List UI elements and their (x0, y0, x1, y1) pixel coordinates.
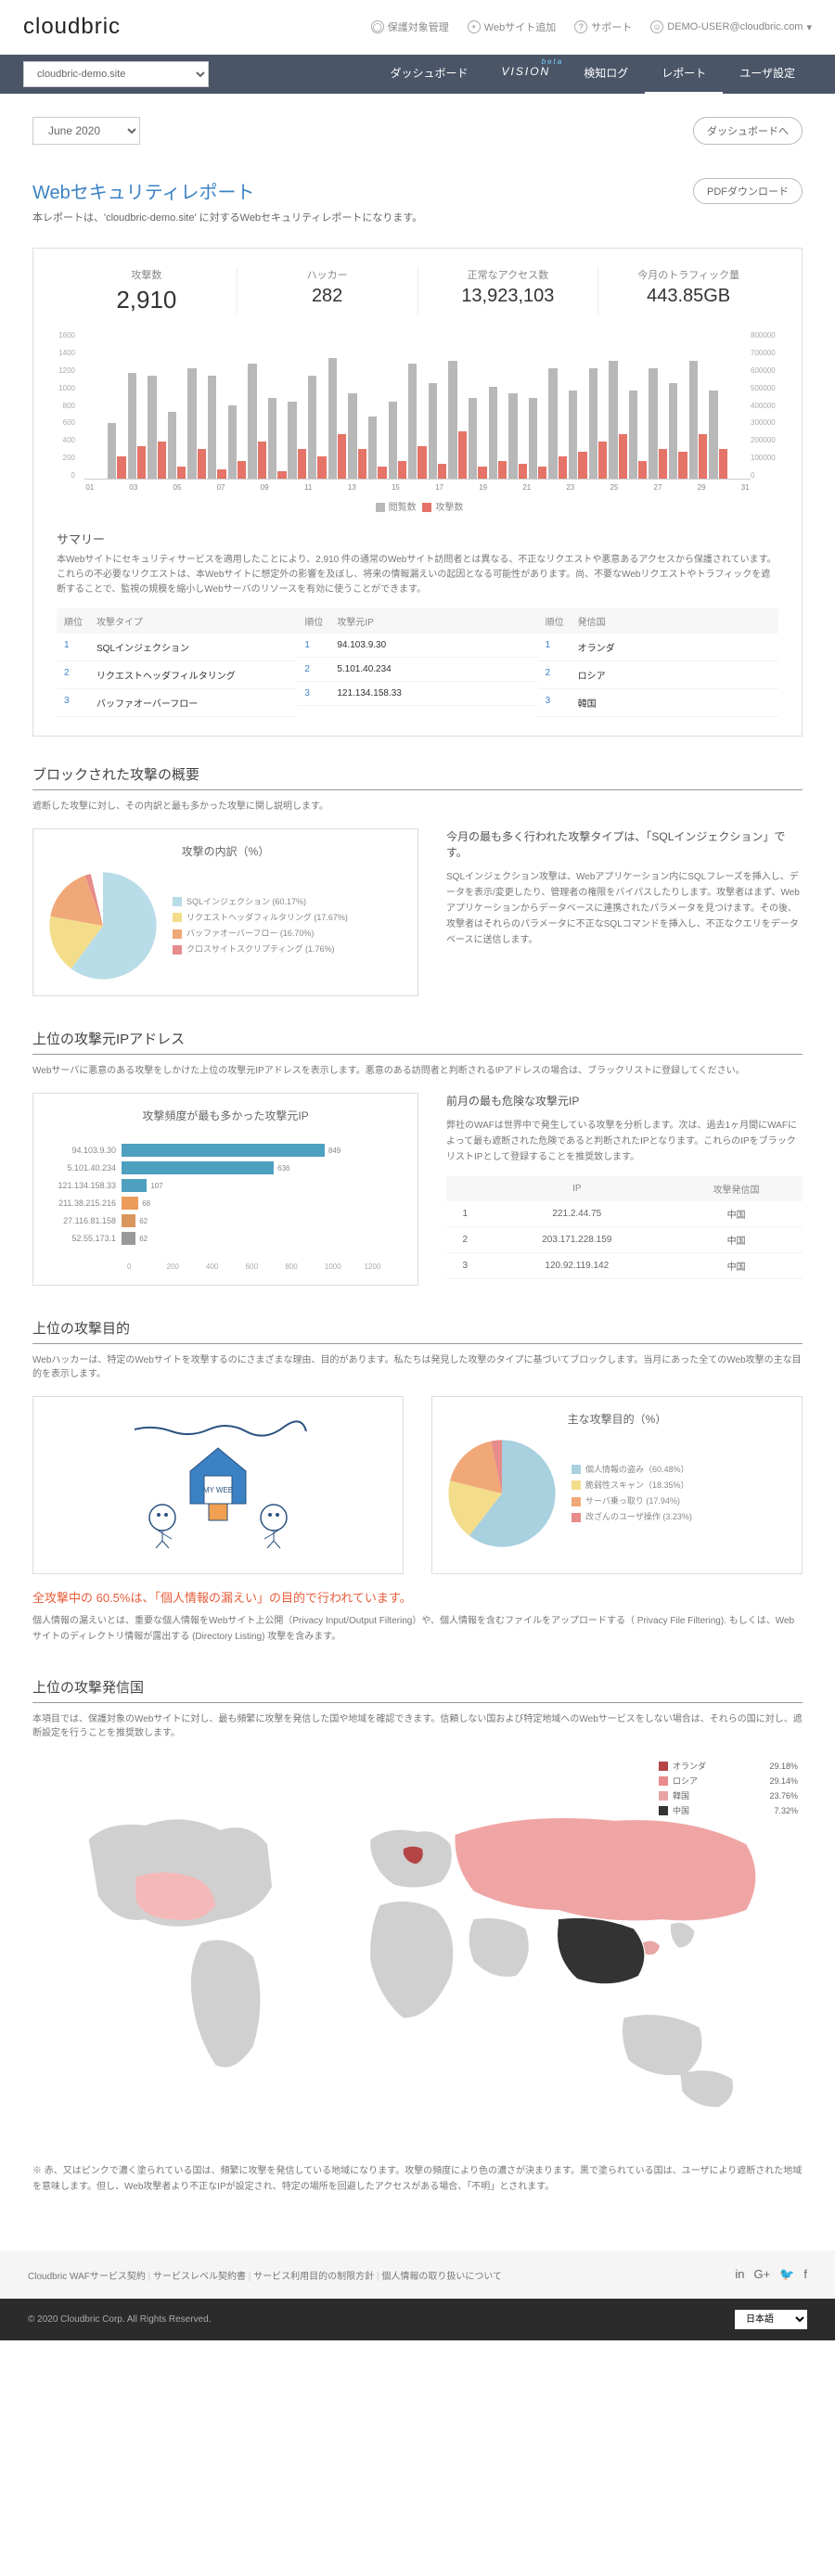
blocked-side-title: 今月の最も多く行われた攻撃タイプは、「SQLインジェクション」です。 (446, 828, 803, 860)
rank-tables: 順位攻撃タイプ1SQLインジェクション2リクエストヘッダフィルタリング3バッファ… (57, 609, 778, 717)
blocked-h2: ブロックされた攻撃の概要 (32, 764, 803, 790)
hbar-chart: 94.103.9.308495.101.40.234636121.134.158… (47, 1134, 404, 1259)
footer-link[interactable]: サービスレベル契約書 (153, 2272, 246, 2282)
footer-links: Cloudbric WAFサービス契約 | サービスレベル契約書 | サービス利… (0, 2250, 835, 2299)
language-select[interactable]: 日本語 (735, 2310, 807, 2329)
tab-userset[interactable]: ユーザ設定 (723, 54, 812, 95)
google-icon[interactable]: G+ (753, 2267, 770, 2282)
stat-attacks-label: 攻撃数 (57, 267, 237, 282)
svg-text:MY WEB: MY WEB (203, 1486, 233, 1494)
pdf-button[interactable]: PDFダウンロード (693, 178, 803, 204)
footer-link[interactable]: 個人情報の取り扱いについて (381, 2272, 502, 2282)
summary-text: 本Webサイトにセキュリティサービスを適用したことにより、2,910 件の通常の… (57, 553, 778, 597)
main-bar-chart (84, 331, 751, 480)
topip-side-text: 弊社のWAFは世界中で発生している攻撃を分析します。次は、過去1ヶ月間にWAFに… (446, 1118, 803, 1165)
tab-dashboard[interactable]: ダッシュボード (374, 54, 485, 95)
protect-link[interactable]: ◯保護対象管理 (371, 19, 449, 34)
stat-hackers-label: ハッカー (238, 267, 418, 282)
add-site-link[interactable]: +Webサイト追加 (468, 19, 556, 34)
chart-legend: 閲覧数 攻撃数 (57, 499, 778, 513)
topip-h2: 上位の攻撃元IPアドレス (32, 1029, 803, 1055)
tab-vision[interactable]: betaVISION (485, 54, 568, 95)
user-link[interactable]: ☺DEMO-USER@cloudbric.com ▾ (650, 19, 812, 34)
blocked-pie-legend: SQLインジェクション (60.17%)リクエストヘッダフィルタリング (17.… (173, 894, 348, 957)
purpose-h2: 上位の攻撃目的 (32, 1318, 803, 1344)
summary-title: サマリー (57, 530, 778, 547)
support-link[interactable]: ?サポート (574, 19, 632, 34)
blocked-side-text: SQLインジェクション攻撃は、Webアプリケーション内にSQLフレーズを挿入し、… (446, 869, 803, 948)
question-icon: ? (574, 20, 587, 33)
purpose-text: 個人情報の漏えいとは、重要な個人情報をWebサイト上公開（Privacy Inp… (32, 1613, 803, 1645)
blocked-desc: 遮断した攻撃に対し、その内訳と最も多かった攻撃に関し説明します。 (32, 798, 803, 812)
tab-detect[interactable]: 検知ログ (567, 54, 645, 95)
twitter-icon[interactable]: 🐦 (779, 2267, 794, 2282)
ip-table: IP攻撃発信国1221.2.44.75中国2203.171.228.159中国3… (446, 1176, 803, 1279)
page-title: Webセキュリティレポート (32, 177, 255, 204)
copyright-text: © 2020 Cloudbric Corp. All Rights Reserv… (28, 2314, 211, 2325)
sub-note: 本レポートは、'cloudbric-demo.site' に対するWebセキュリ… (32, 210, 803, 224)
purpose-pie-title: 主な攻撃目的（%） (446, 1411, 788, 1427)
hbar-xaxis: 020040060080010001200 (47, 1262, 404, 1271)
user-icon: ☺ (650, 20, 663, 33)
y-axis-right: 8000007000006000005000004000003000002000… (751, 331, 783, 480)
purpose-desc: Webハッカーは、特定のWebサイトを攻撃するのにさまざまな理由、目的があります… (32, 1352, 803, 1379)
stat-access-label: 正常なアクセス数 (418, 267, 598, 282)
origin-note: ※ 赤、又はピンクで濃く塗られている国は、頻繁に攻撃を発信している地域になります… (32, 2163, 803, 2195)
footer-link[interactable]: Cloudbric WAFサービス契約 (28, 2272, 146, 2282)
hacker-illustration: MY WEB (47, 1411, 389, 1559)
x-axis: 01030507091113151719212325272931 (57, 483, 778, 492)
stat-traffic-label: 今月のトラフィック量 (598, 267, 778, 282)
blocked-pie (47, 870, 159, 981)
plus-icon: + (468, 20, 481, 33)
month-select[interactable]: June 2020 (32, 117, 140, 145)
facebook-icon[interactable]: f (803, 2267, 807, 2282)
y-axis-left: 16001400120010008006004002000 (52, 331, 75, 480)
topip-bar-title: 攻撃頻度が最も多かった攻撃元IP (47, 1108, 404, 1123)
purpose-pie (446, 1438, 558, 1549)
footer-link[interactable]: サービス利用目的の制限方針 (253, 2272, 374, 2282)
blocked-pie-title: 攻撃の内訳（%） (47, 843, 404, 859)
stat-access-val: 13,923,103 (418, 286, 598, 307)
stat-hackers-val: 282 (238, 286, 418, 307)
origin-desc: 本項目では、保護対象のWebサイトに対し、最も頻繁に攻撃を発信した国や地域を確認… (32, 1711, 803, 1738)
topip-desc: Webサーバに悪意のある攻撃をしかけた上位の攻撃元IPアドレスを表示します。悪意… (32, 1062, 803, 1076)
purpose-red-note: 全攻撃中の 60.5%は、「個人情報の漏えい」の目的で行われています。 (32, 1588, 803, 1606)
site-select[interactable]: cloudbric-demo.site (23, 61, 209, 87)
topip-side-title: 前月の最も危険な攻撃元IP (446, 1093, 803, 1109)
dashboard-button[interactable]: ダッシュボードへ (693, 117, 803, 145)
map-legend: オランダ29.18%ロシア29.14%韓国23.76%中国7.32% (659, 1760, 798, 1819)
logo: cloudbric (23, 14, 121, 40)
stat-traffic-val: 443.85GB (598, 286, 778, 307)
stat-attacks-val: 2,910 (57, 286, 237, 314)
origin-h2: 上位の攻撃発信国 (32, 1677, 803, 1703)
tab-report[interactable]: レポート (645, 54, 723, 95)
world-map: オランダ29.18%ロシア29.14%韓国23.76%中国7.32% (32, 1755, 803, 2152)
shield-icon: ◯ (371, 20, 384, 33)
overview-panel: 攻撃数 2,910 ハッカー 282 正常なアクセス数 13,923,103 今月のト… (32, 248, 803, 737)
linkedin-icon[interactable]: in (735, 2267, 744, 2282)
purpose-pie-legend: 個人情報の盗み（60.48%）脆弱性スキャン（18.35%）サーバ乗っ取り (1… (572, 1462, 692, 1525)
